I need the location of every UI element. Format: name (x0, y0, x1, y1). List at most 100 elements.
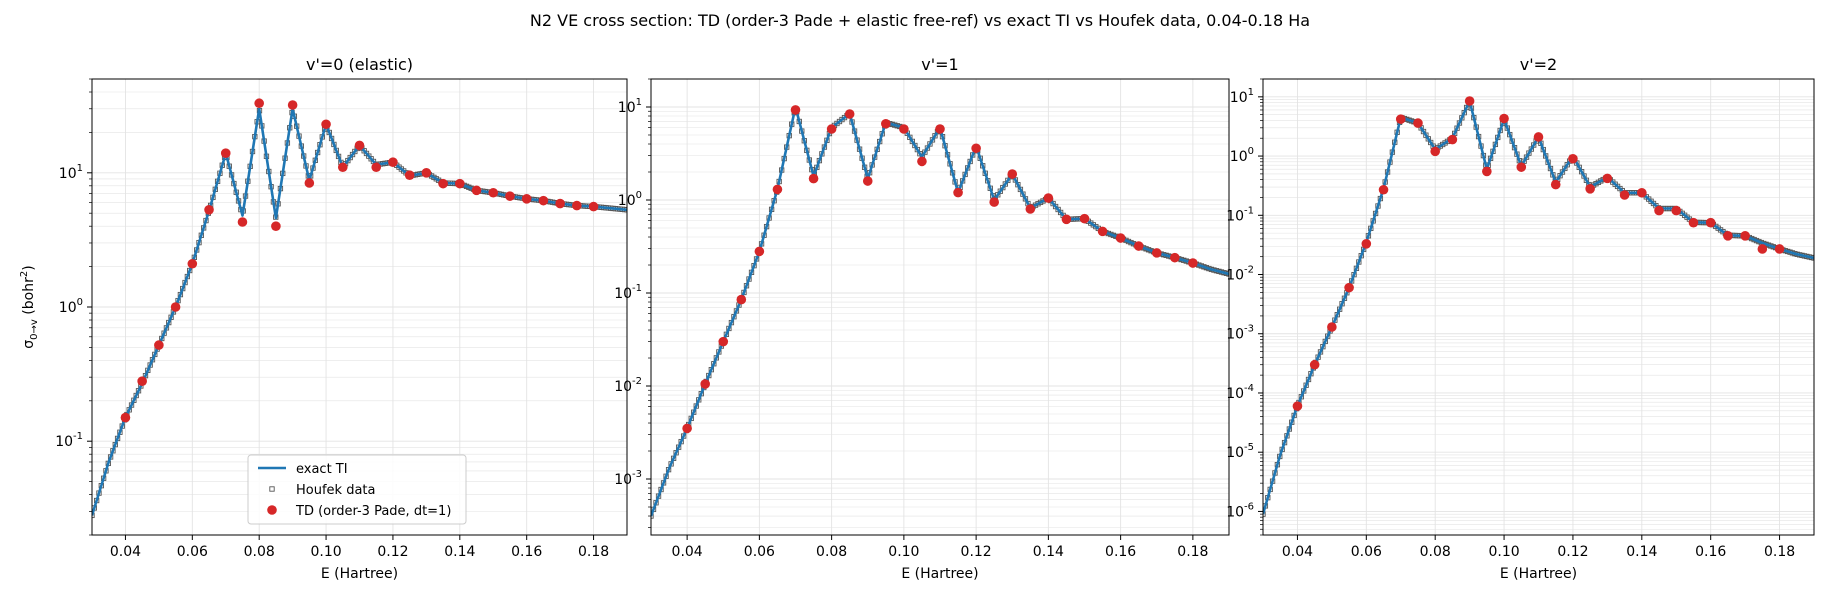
exact-ti-line (651, 105, 1229, 517)
x-tick-label: 0.04 (1282, 544, 1313, 560)
td-point (1757, 244, 1768, 254)
legend-td-label: TD (order-3 Pade, dt=1) (295, 504, 451, 519)
td-point (538, 195, 549, 206)
td-point (421, 168, 432, 178)
td-series (120, 98, 599, 423)
axes-frame (1262, 78, 1815, 536)
td-point (1464, 96, 1475, 106)
x-axis: 0.04 0.06 0.08 0.10 0.12 0.14 0.16 0.18 (672, 535, 1208, 560)
y-tick-label: 10-1 (55, 431, 83, 450)
panel-0: 0.04 0.06 0.08 0.10 0.12 0.14 0.16 0.18 E (Hartr… (19, 55, 628, 582)
y-axis-label: σ0→v (bohr2) (19, 265, 40, 348)
td-point (682, 423, 692, 434)
td-point (772, 184, 783, 195)
panels: 0.04 0.06 0.08 0.10 0.12 0.14 0.16 0.18 E (Hartr… (19, 55, 1815, 582)
y-tick-label: 10-3 (1226, 324, 1254, 343)
panel-title: v'=2 (1520, 55, 1557, 74)
x-tick-label: 0.06 (1351, 544, 1382, 560)
grid (651, 79, 1229, 535)
legend-exact-label: exact TI (296, 462, 348, 477)
td-point (1516, 162, 1527, 172)
y-tick-label: 10-1 (614, 283, 642, 302)
td-point (388, 157, 398, 167)
td-point (237, 217, 248, 227)
td-point (271, 221, 281, 232)
x-axis-label: E (Hartree) (1500, 566, 1577, 582)
td-point (862, 176, 873, 186)
x-axis-label: E (Hartree) (321, 566, 398, 582)
y-axis: 10-3 10-2 10-1 100 101 (614, 78, 651, 528)
td-point (471, 185, 482, 196)
td-point (1568, 153, 1578, 164)
td-point (1723, 231, 1733, 241)
x-axis: 0.04 0.06 0.08 0.10 0.12 0.14 0.16 0.18 (110, 535, 609, 560)
td-point (808, 173, 819, 184)
x-tick-label: 0.14 (444, 544, 475, 560)
td-point (1550, 179, 1561, 190)
y-tick-label: 10-3 (614, 469, 642, 488)
td-point (321, 119, 331, 130)
td-point (254, 98, 264, 109)
td-point (1482, 166, 1492, 177)
td-point (1499, 113, 1509, 124)
td-point (899, 124, 909, 134)
houfek-point (651, 513, 654, 519)
td-point (572, 200, 582, 211)
x-tick-label: 0.18 (1764, 544, 1795, 560)
grid (92, 79, 627, 535)
td-point (700, 379, 710, 389)
td-point (1378, 184, 1389, 195)
td-point (555, 198, 565, 209)
td-point (881, 118, 891, 129)
td-point (844, 109, 855, 119)
td-point (736, 294, 747, 305)
td-point (1007, 169, 1018, 179)
td-point (917, 156, 927, 167)
legend-houfek-swatch (269, 486, 275, 492)
td-point (935, 124, 945, 134)
x-tick-label: 0.12 (961, 544, 992, 560)
td-point (718, 336, 729, 347)
td-point (1097, 226, 1108, 237)
panel-2: 0.04 0.06 0.08 0.10 0.12 0.14 0.16 0.18 E (Hartr… (1226, 55, 1815, 582)
td-series (682, 105, 1198, 434)
y-tick-label: 100 (1230, 146, 1254, 165)
td-point (1025, 204, 1036, 214)
legend-box (247, 454, 467, 525)
x-tick-label: 0.08 (244, 544, 275, 560)
td-point (1361, 239, 1372, 249)
td-point (588, 201, 599, 212)
panel-title: v'=1 (921, 55, 958, 74)
x-tick-label: 0.10 (1488, 544, 1519, 560)
x-axis-label: E (Hartree) (901, 566, 978, 582)
axes-frame (650, 78, 1230, 536)
td-point (455, 178, 465, 189)
td-point (1688, 217, 1699, 228)
td-point (1344, 282, 1354, 293)
plot-area (651, 105, 1229, 519)
td-point (220, 148, 231, 158)
td-point (1430, 146, 1440, 157)
td-point (1671, 205, 1682, 216)
td-point (1774, 244, 1785, 254)
td-series (1292, 96, 1785, 411)
x-tick-label: 0.04 (110, 544, 141, 560)
td-point (1533, 132, 1544, 142)
x-tick-label: 0.06 (744, 544, 775, 560)
x-tick-label: 0.10 (310, 544, 341, 560)
grid (1263, 79, 1814, 535)
x-tick-label: 0.10 (888, 544, 919, 560)
x-tick-label: 0.16 (1105, 544, 1136, 560)
td-point (404, 170, 415, 180)
td-point (1413, 118, 1423, 128)
x-tick-label: 0.08 (1420, 544, 1451, 560)
td-point (1188, 258, 1198, 268)
td-point (438, 178, 448, 189)
y-tick-label: 10-6 (1226, 501, 1254, 520)
y-tick-label: 10-1 (1226, 205, 1254, 224)
td-point (1654, 205, 1664, 216)
td-point (1061, 214, 1072, 225)
td-point (337, 162, 348, 173)
td-point (521, 194, 532, 204)
td-point (1585, 184, 1595, 194)
